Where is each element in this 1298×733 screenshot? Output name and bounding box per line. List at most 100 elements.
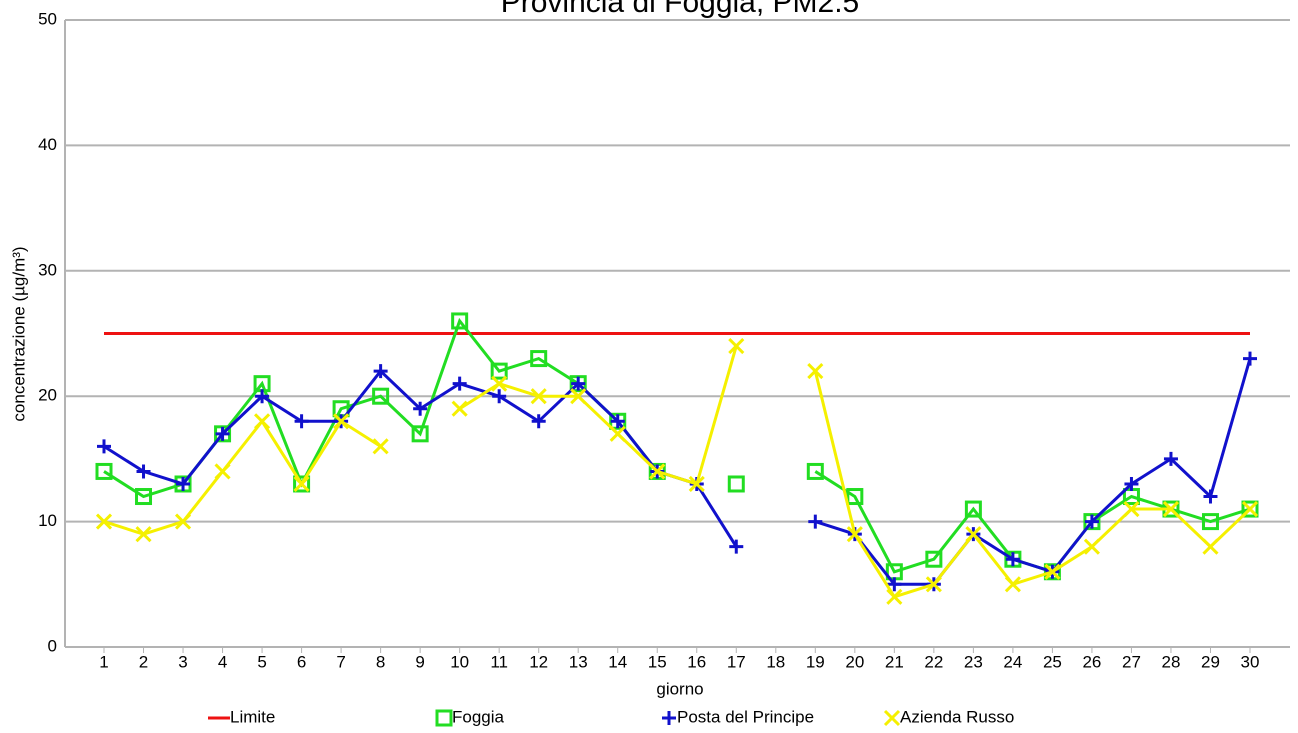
- point: [1044, 563, 1061, 580]
- point: [215, 426, 230, 441]
- point: [609, 425, 626, 442]
- x-tick-label: 22: [924, 652, 943, 671]
- point: [1163, 451, 1178, 466]
- point: [571, 376, 586, 391]
- point: [372, 438, 389, 455]
- point: [727, 475, 745, 493]
- point: [530, 388, 547, 405]
- legend-label: Posta del Principe: [677, 707, 814, 726]
- point: [965, 526, 982, 543]
- point: [530, 350, 548, 368]
- point: [1203, 489, 1218, 504]
- point: [214, 463, 231, 480]
- x-tick-label: 5: [257, 652, 266, 671]
- point: [728, 337, 745, 355]
- point: [411, 425, 429, 443]
- x-tick-label: 18: [766, 652, 785, 671]
- x-tick-label: 24: [1003, 652, 1022, 671]
- point: [610, 414, 625, 429]
- point: [1083, 538, 1100, 555]
- point: [490, 362, 508, 380]
- legend-label: Limite: [230, 707, 275, 726]
- point: [373, 364, 388, 379]
- legend-swatch: [883, 709, 901, 727]
- series-line: [103, 358, 1252, 586]
- x-tick-label: 17: [727, 652, 746, 671]
- point: [729, 539, 744, 554]
- point: [333, 413, 350, 430]
- point: [886, 588, 903, 605]
- y-axis-label: concentrazione (µg/m³): [9, 246, 28, 421]
- x-tick-label: 3: [178, 652, 187, 671]
- x-tick-label: 7: [336, 652, 345, 671]
- point: [649, 463, 666, 480]
- point: [1241, 500, 1259, 518]
- point: [254, 413, 271, 430]
- point: [174, 513, 192, 530]
- x-tick-label: 11: [490, 652, 508, 671]
- point: [806, 462, 824, 480]
- x-tick-label: 26: [1082, 652, 1101, 671]
- point: [293, 475, 310, 493]
- point: [136, 464, 151, 479]
- y-tick-label: 40: [38, 135, 57, 154]
- point: [846, 526, 863, 543]
- series-line: [103, 317, 1251, 574]
- point: [808, 514, 823, 529]
- point: [176, 476, 191, 491]
- point: [531, 414, 546, 429]
- y-tick-label: 0: [48, 636, 57, 655]
- point: [1004, 576, 1021, 593]
- point: [570, 388, 587, 405]
- point: [135, 488, 153, 506]
- point: [807, 363, 824, 380]
- x-tick-label: 30: [1241, 652, 1260, 671]
- y-tick-label: 20: [38, 386, 57, 405]
- point: [135, 526, 152, 543]
- x-tick-label: 25: [1043, 652, 1062, 671]
- x-tick-label: 12: [529, 652, 548, 671]
- y-tick-label: 50: [38, 9, 57, 28]
- point: [451, 400, 468, 417]
- x-tick-label: 20: [845, 652, 864, 671]
- point: [688, 475, 705, 493]
- point: [1124, 476, 1139, 491]
- x-tick-label: 14: [608, 652, 627, 671]
- point: [372, 387, 390, 405]
- point: [964, 500, 982, 518]
- point: [1202, 538, 1219, 555]
- point: [95, 462, 113, 480]
- x-tick-label: 15: [648, 652, 667, 671]
- point: [293, 475, 311, 493]
- x-tick-label: 19: [806, 652, 825, 671]
- point: [491, 375, 508, 392]
- point: [97, 439, 111, 454]
- x-axis-label: giorno: [656, 679, 703, 698]
- point: [925, 576, 942, 593]
- point: [1123, 500, 1140, 518]
- point: [294, 414, 309, 429]
- chart-title: Provincia di Foggia, PM2.5: [501, 0, 860, 19]
- point: [1243, 351, 1257, 366]
- x-tick-label: 27: [1122, 652, 1141, 671]
- point: [95, 513, 113, 530]
- point: [1241, 500, 1259, 518]
- point: [452, 376, 467, 391]
- x-tick-label: 23: [964, 652, 983, 671]
- x-tick-label: 10: [450, 652, 469, 671]
- point: [887, 577, 902, 592]
- point: [255, 389, 270, 404]
- legend-swatch: [435, 709, 453, 727]
- point: [846, 488, 864, 506]
- point: [1005, 552, 1020, 567]
- point: [925, 550, 943, 568]
- x-tick-label: 29: [1201, 652, 1220, 671]
- point: [451, 312, 469, 330]
- legend-swatch: [662, 711, 676, 725]
- legend-label: Azienda Russo: [900, 707, 1014, 726]
- x-tick-label: 21: [885, 652, 904, 671]
- y-tick-label: 10: [38, 511, 57, 530]
- x-tick-label: 9: [415, 652, 424, 671]
- x-tick-label: 28: [1162, 652, 1181, 671]
